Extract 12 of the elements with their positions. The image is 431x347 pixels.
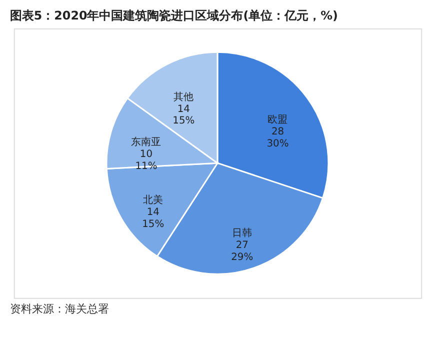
data-label: 27 29% <box>231 240 254 263</box>
data-label: 14 15% <box>142 207 164 230</box>
data-label: 10 11% <box>135 148 158 172</box>
data-label: 14 15% <box>172 104 195 127</box>
slice-label: 日韩 <box>232 227 252 240</box>
slice-label: 北美 <box>143 194 164 206</box>
chart-title: 图表5：2020年中国建筑陶瓷进口区域分布(单位：亿元，%) <box>10 8 338 22</box>
slice-label: 其他 <box>174 90 194 103</box>
slice-label: 欧盟 <box>268 114 288 126</box>
text: 资料来源：海关总署 <box>10 302 109 316</box>
slice-label: 东南亚 <box>131 136 162 148</box>
data-label: 28 30% <box>266 126 289 150</box>
